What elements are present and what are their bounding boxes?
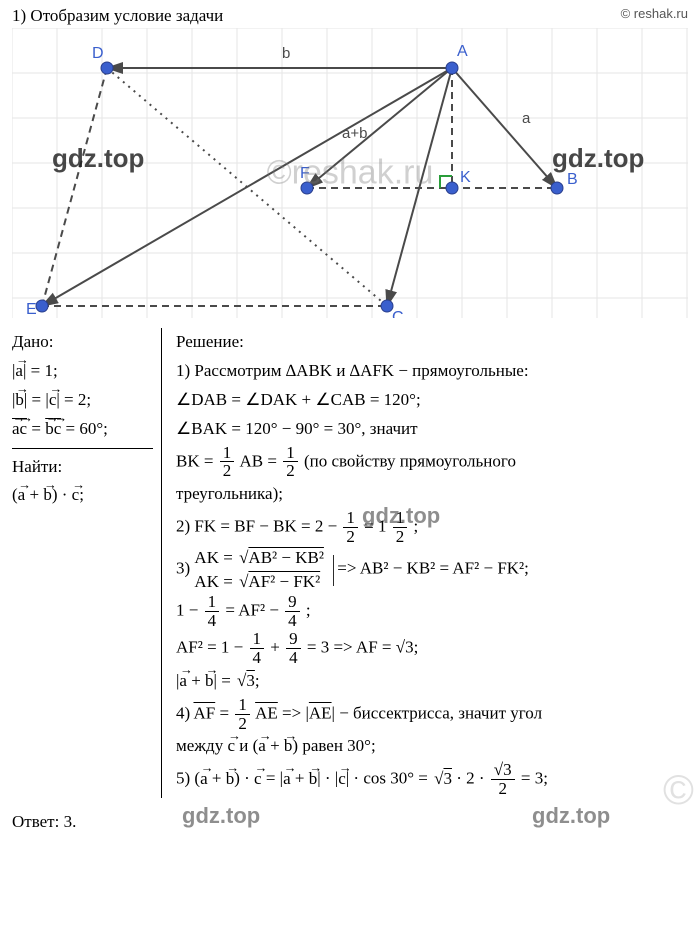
num: 1 <box>220 444 235 463</box>
text: + <box>270 637 284 656</box>
den: 4 <box>285 612 300 630</box>
num: 9 <box>286 630 301 649</box>
num: 1 <box>235 696 250 715</box>
svg-text:B: B <box>567 171 578 188</box>
find-expr: (a + b) · c; <box>12 481 153 510</box>
text: => AB² − KB² = AF² − FK²; <box>337 559 529 578</box>
solution-step: 1 − 14 = AF² − 94 ; <box>176 593 688 630</box>
text: 2) FK = BF − BK = 2 − <box>176 516 341 535</box>
solution-block: Решение: 1) Рассмотрим ∆ABK и ∆AFK − пря… <box>162 328 688 798</box>
solution-step: BK = 12 AB = 12 (по свойству прямоугольн… <box>176 444 688 481</box>
credit-text: © reshak.ru <box>621 6 688 26</box>
text: BK = <box>176 451 218 470</box>
den: 4 <box>250 649 265 667</box>
text: = 1 <box>364 516 386 535</box>
svg-text:F: F <box>300 165 310 182</box>
given-line: ac = bc = 60°; <box>12 415 153 444</box>
num: 1 <box>205 593 220 612</box>
given-heading: Дано: <box>12 328 153 357</box>
text: (по свойству прямоугольного <box>304 451 516 470</box>
svg-text:a: a <box>522 110 531 127</box>
text: = AF² − <box>225 601 283 620</box>
svg-text:K: K <box>460 169 471 186</box>
given-line: |b| = |c| = 2; <box>12 386 153 415</box>
svg-text:D: D <box>92 45 104 62</box>
solution-step: 4) AF = 12 AE => |AE| − биссектрисса, зн… <box>176 696 688 733</box>
solution-step: ∠DAB = ∠DAK + ∠CAB = 120°; <box>176 386 688 415</box>
text: 3) <box>176 559 194 578</box>
solution-step: между c и (a + b) равен 30°; <box>176 732 688 761</box>
solution-step: 1) Рассмотрим ∆ABK и ∆AFK − прямоугольны… <box>176 357 688 386</box>
text: AF² = 1 − <box>176 637 248 656</box>
svg-text:A: A <box>457 43 468 60</box>
svg-text:a+b: a+b <box>342 125 367 142</box>
num: 1 <box>343 509 358 528</box>
num: 9 <box>285 593 300 612</box>
den: 2 <box>220 462 235 480</box>
solution-step: ∠BAK = 120° − 90° = 30°, значит <box>176 415 688 444</box>
num: √3 <box>491 761 515 780</box>
diagram: baa+b DABKFCE ©reshak.ru gdz.top gdz.top <box>12 28 688 318</box>
den: 2 <box>491 780 515 798</box>
text: 1 − <box>176 601 203 620</box>
den: 2 <box>343 528 358 546</box>
num: 1 <box>393 509 408 528</box>
num: 1 <box>283 444 298 463</box>
text: AB = <box>240 451 282 470</box>
solution-step: 5) (a + b) · c = |a + b| · |c| · cos 30°… <box>176 761 688 798</box>
solution-step: 3) AK = AB² − KB² AK = AF² − FK² | => AB… <box>176 546 688 594</box>
problem-title: 1) Отобразим условие задачи <box>12 6 223 26</box>
text: ; <box>306 601 311 620</box>
svg-text:C: C <box>392 309 404 318</box>
answer: Ответ: 3. <box>12 812 688 832</box>
svg-text:E: E <box>26 301 37 318</box>
den: 4 <box>286 649 301 667</box>
given-block: Дано: |a| = 1; |b| = |c| = 2; ac = bc = … <box>12 328 162 798</box>
given-line: |a| = 1; <box>12 357 153 386</box>
den: 4 <box>205 612 220 630</box>
diagram-svg: b a a+b D A B K F C E <box>12 28 688 318</box>
solution-step: |a + b| = 3; <box>176 667 688 696</box>
den: 2 <box>283 462 298 480</box>
solution-heading: Решение: <box>176 328 688 357</box>
solution-step: 2) FK = BF − BK = 2 − 12 = 1 12 ; <box>176 509 688 546</box>
text: = 3 => AF = √3; <box>307 637 418 656</box>
num: 1 <box>250 630 265 649</box>
text: ; <box>414 516 419 535</box>
svg-text:b: b <box>282 45 290 62</box>
den: 2 <box>393 528 408 546</box>
solution-step: AF² = 1 − 14 + 94 = 3 => AF = √3; <box>176 630 688 667</box>
solution-step: треугольника); <box>176 480 688 509</box>
